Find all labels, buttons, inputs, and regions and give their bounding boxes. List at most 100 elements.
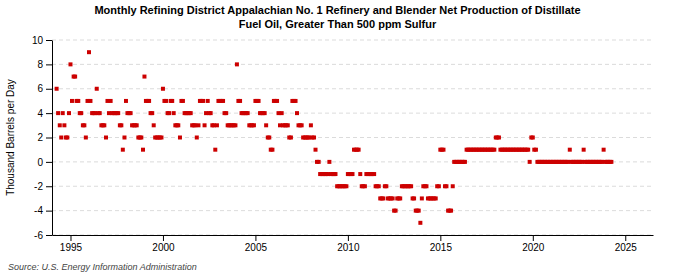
tick-mark bbox=[255, 235, 256, 241]
tick: 4 bbox=[37, 108, 52, 119]
tick-label: 10 bbox=[32, 35, 44, 46]
point bbox=[384, 184, 388, 188]
point bbox=[492, 148, 496, 152]
point bbox=[526, 148, 530, 152]
point bbox=[195, 136, 199, 140]
point bbox=[122, 136, 126, 140]
tick-label: 2 bbox=[37, 132, 43, 143]
point bbox=[568, 148, 572, 152]
x-axis: 1995200020052010201520202025 bbox=[53, 235, 654, 253]
tick-mark bbox=[46, 162, 52, 163]
point bbox=[178, 136, 182, 140]
grid-line bbox=[52, 186, 653, 187]
grid-line bbox=[52, 40, 653, 41]
point bbox=[609, 160, 613, 164]
y-axis: -6 -4 -2 0 2 4 6 8 10 bbox=[32, 35, 53, 241]
tick-label: 6 bbox=[37, 83, 43, 94]
point bbox=[246, 111, 250, 115]
tick-label: 2020 bbox=[522, 242, 545, 253]
tick-mark bbox=[46, 113, 52, 114]
point bbox=[87, 50, 91, 54]
point bbox=[119, 123, 123, 127]
point bbox=[444, 184, 448, 188]
tick-label: 8 bbox=[37, 59, 43, 70]
point bbox=[82, 123, 86, 127]
point bbox=[451, 184, 455, 188]
point bbox=[150, 111, 154, 115]
point bbox=[363, 184, 367, 188]
grid-line bbox=[52, 64, 653, 65]
point bbox=[263, 111, 267, 115]
point bbox=[124, 99, 128, 103]
tick-mark bbox=[163, 235, 164, 241]
point bbox=[372, 172, 376, 176]
point bbox=[602, 148, 606, 152]
point bbox=[206, 99, 210, 103]
tick: 2000 bbox=[152, 235, 175, 253]
point bbox=[289, 136, 293, 140]
point bbox=[534, 148, 538, 152]
point bbox=[381, 196, 385, 200]
point bbox=[463, 160, 467, 164]
point bbox=[159, 136, 163, 140]
point bbox=[294, 99, 298, 103]
point bbox=[147, 99, 151, 103]
point bbox=[264, 123, 268, 127]
tick-mark bbox=[533, 235, 534, 241]
tick: -2 bbox=[34, 181, 52, 192]
point bbox=[420, 196, 424, 200]
point bbox=[109, 99, 113, 103]
point bbox=[152, 123, 156, 127]
point bbox=[189, 111, 193, 115]
point bbox=[98, 111, 102, 115]
point bbox=[201, 99, 205, 103]
point bbox=[65, 136, 69, 140]
point bbox=[441, 148, 445, 152]
point bbox=[176, 123, 180, 127]
point bbox=[286, 123, 290, 127]
tick: 0 bbox=[37, 157, 52, 168]
point bbox=[270, 148, 274, 152]
point bbox=[280, 111, 284, 115]
point bbox=[59, 136, 63, 140]
point bbox=[357, 148, 361, 152]
point bbox=[275, 99, 279, 103]
point bbox=[62, 123, 66, 127]
tick-label: 2000 bbox=[152, 242, 175, 253]
point bbox=[295, 111, 299, 115]
point bbox=[139, 136, 143, 140]
tick: 8 bbox=[37, 59, 52, 70]
point bbox=[351, 172, 355, 176]
point bbox=[203, 123, 207, 127]
tick-mark bbox=[46, 186, 52, 187]
point bbox=[391, 196, 395, 200]
tick-label: 2025 bbox=[615, 242, 638, 253]
point bbox=[61, 111, 65, 115]
point bbox=[582, 148, 586, 152]
tick-label: 4 bbox=[37, 108, 43, 119]
point bbox=[172, 111, 176, 115]
point bbox=[142, 75, 146, 79]
point bbox=[170, 99, 174, 103]
tick-label: 2015 bbox=[430, 242, 453, 253]
point bbox=[424, 184, 428, 188]
tick-mark bbox=[46, 64, 52, 65]
tick-mark bbox=[440, 235, 441, 241]
tick: 2 bbox=[37, 132, 52, 143]
tick: 2005 bbox=[245, 235, 268, 253]
point bbox=[497, 136, 501, 140]
axis-line bbox=[52, 41, 53, 236]
tick-label: 2005 bbox=[245, 242, 268, 253]
tick-label: 1995 bbox=[60, 242, 83, 253]
plot-area: 1995 2000 2005 2 0 10 2015 2020 2025 -6 -4 -2 0 2 4 6 8 1… bbox=[32, 35, 654, 253]
point bbox=[409, 184, 413, 188]
point bbox=[309, 123, 313, 127]
point bbox=[161, 87, 165, 91]
point bbox=[70, 99, 74, 103]
tick-label: -4 bbox=[34, 205, 43, 216]
tick: 2020 bbox=[522, 235, 545, 253]
tick: -6 bbox=[34, 230, 52, 241]
chart: 1995 2000 2005 2 0 10 2015 2020 2025 -6 -4 -2 0 2 4 6 8 1… bbox=[0, 0, 675, 275]
grid-line bbox=[52, 113, 653, 114]
point bbox=[434, 196, 438, 200]
